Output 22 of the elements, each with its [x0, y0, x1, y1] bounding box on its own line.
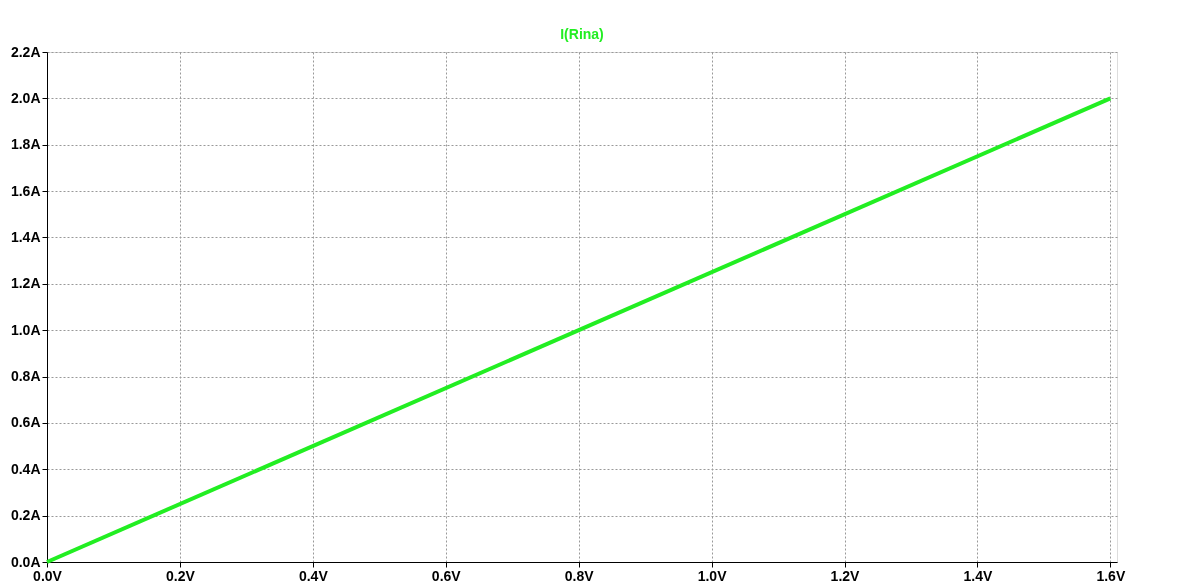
- x-tick-label: 0.2V: [166, 567, 196, 584]
- y-tick-label: 1.0A: [10, 321, 41, 338]
- text: I(Rina): [560, 26, 604, 42]
- x-tick-label: 1.6V: [1096, 567, 1126, 584]
- y-tick-label: 1.2A: [10, 275, 41, 292]
- x-tick-label: 0.4V: [298, 567, 329, 584]
- y-tick-label: 0.4A: [10, 460, 41, 477]
- y-tick-label: 1.8A: [10, 136, 41, 153]
- x-tick-label: 1.0V: [697, 567, 728, 584]
- y-tick-label: 0.8A: [10, 368, 41, 385]
- x-tick-label: 0.6V: [431, 567, 462, 584]
- x-tick-label: 0.8V: [564, 567, 595, 584]
- x-tick-label: 1.2V: [830, 567, 861, 584]
- y-tick-label: 0.6A: [10, 414, 41, 431]
- y-tick-label: 1.6A: [10, 182, 41, 199]
- y-tick-label: 0.0A: [10, 553, 41, 570]
- y-tick-label: 2.2A: [10, 43, 41, 60]
- x-tick-label: 0.0V: [33, 567, 63, 584]
- y-tick-label: 2.0A: [10, 89, 41, 106]
- y-tick-label: 1.4A: [10, 228, 41, 245]
- x-tick-label: 1.4V: [963, 567, 993, 584]
- y-tick-label: 0.2A: [10, 507, 41, 524]
